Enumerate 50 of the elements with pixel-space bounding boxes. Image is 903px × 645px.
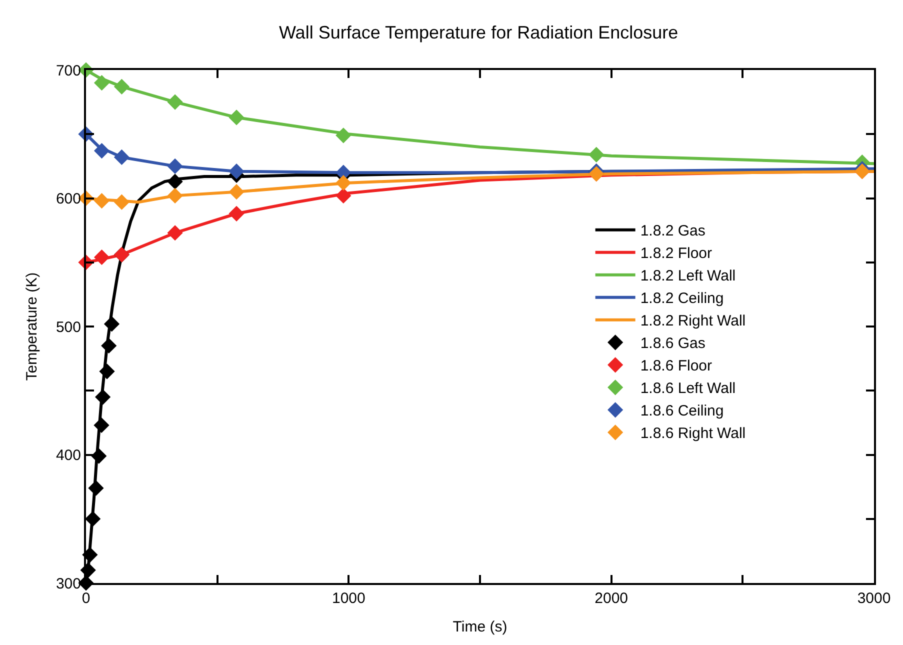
point — [104, 316, 120, 332]
y-axis-title: Temperature (K) — [24, 272, 41, 381]
point — [94, 75, 110, 91]
legend-label: 1.8.6 Left Wall — [640, 380, 736, 398]
point — [95, 389, 111, 405]
legend-label: 1.8.6 Right Wall — [640, 425, 746, 442]
point — [88, 480, 104, 496]
y-tick-label: 300 — [56, 575, 81, 592]
point — [94, 417, 110, 434]
point — [167, 94, 183, 110]
point — [94, 249, 110, 266]
point — [228, 164, 244, 180]
point — [228, 110, 244, 126]
point — [114, 149, 130, 166]
x-tick-label: 1000 — [332, 590, 366, 607]
point — [94, 193, 110, 209]
point — [167, 174, 183, 190]
legend-label: 1.8.6 Gas — [640, 335, 706, 352]
legend-label: 1.8.2 Right Wall — [640, 312, 746, 330]
point — [336, 188, 352, 204]
x-tick-label: 3000 — [857, 590, 891, 607]
point — [91, 448, 107, 464]
legend-label: 1.8.2 Ceiling — [640, 290, 724, 308]
point — [82, 546, 98, 563]
legend-label: 1.8.2 Left Wall — [640, 268, 736, 285]
point — [101, 338, 117, 354]
legend-label: 1.8.6 Floor — [640, 358, 712, 375]
point — [114, 78, 130, 94]
point — [167, 188, 183, 204]
point — [99, 364, 115, 380]
y-tick-label: 500 — [56, 318, 81, 336]
x-axis-title: Time (s) — [452, 618, 508, 636]
legend-label: 1.8.2 Gas — [640, 222, 706, 240]
point — [228, 184, 244, 200]
point — [114, 194, 130, 210]
legend-label: 1.8.6 Ceiling — [640, 402, 724, 420]
legend-label: 1.8.2 Floor — [640, 245, 712, 262]
chart-title: Wall Surface Temperature for Radiation Enclosure — [278, 22, 678, 42]
point — [94, 143, 110, 159]
point — [167, 158, 183, 174]
y-tick-label: 600 — [56, 190, 81, 208]
x-tick-label: 0 — [82, 590, 90, 607]
point — [336, 128, 352, 144]
x-tick-label: 2000 — [594, 590, 628, 607]
point — [228, 206, 244, 222]
point — [167, 225, 183, 241]
point — [588, 146, 604, 162]
y-tick-label: 700 — [56, 62, 81, 80]
point — [336, 175, 352, 191]
y-tick-label: 400 — [56, 447, 81, 464]
